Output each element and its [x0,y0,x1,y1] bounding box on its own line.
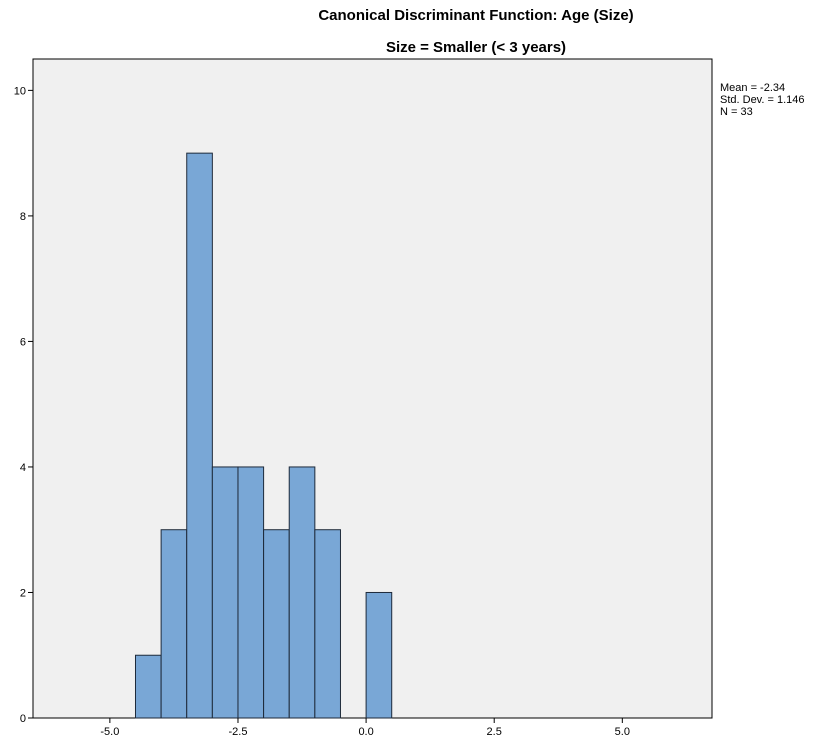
y-tick-label: 10 [14,85,26,97]
y-tick-label: 4 [20,462,26,474]
y-tick-label: 2 [20,587,26,599]
y-tick-label: 0 [20,713,26,725]
y-tick-label: 8 [20,211,26,223]
stats-std-dev: Std. Dev. = 1.146 [720,94,805,106]
x-tick-label: -2.5 [228,726,247,738]
histogram-bar [237,466,265,719]
stats-n: N = 33 [720,106,753,118]
histogram-bar [365,591,393,719]
y-tick-label: 6 [20,336,26,348]
x-tick-label: 2.5 [487,726,502,738]
histogram-bar [160,529,188,719]
stats-mean: Mean = -2.34 [720,82,785,94]
chart-title: Canonical Discriminant Function: Age (Si… [318,7,633,24]
histogram-bar [211,466,239,719]
x-tick-label: -5.0 [100,726,119,738]
histogram-bar [186,152,213,719]
histogram-bar [134,654,162,719]
histogram-bar [288,466,316,719]
histogram-bar [314,529,341,719]
x-tick-label: 5.0 [615,726,630,738]
histogram-bar [263,529,290,719]
x-tick-label: 0.0 [358,726,373,738]
chart-subtitle: Size = Smaller (< 3 years) [386,39,566,56]
